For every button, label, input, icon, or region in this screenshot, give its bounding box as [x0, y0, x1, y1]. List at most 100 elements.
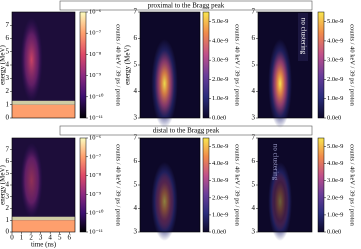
y-tick-label: 3	[252, 114, 256, 122]
colorbar-tick-label: 5.0e-9	[327, 18, 343, 25]
y-axis-label: energy (MeV)	[0, 164, 7, 204]
y-tick-label: 2	[6, 204, 10, 212]
colorbar-tick-label: 4.0e-9	[327, 160, 343, 167]
row-title: proximal to the Bragg peak	[148, 2, 225, 10]
x-tick-label: 6	[68, 234, 72, 242]
y-axis-label: energy (MeV)	[0, 44, 7, 84]
y-tick-label: 4	[134, 204, 138, 212]
colorbar-label: counts / 40 keV / 39 ps / proton	[115, 24, 122, 107]
y-tick-label: 1	[6, 216, 10, 224]
colorbar	[317, 11, 325, 119]
y-tick-label: 7	[252, 8, 256, 16]
heatmap-image	[268, 39, 292, 129]
y-tick-label: 3	[252, 228, 256, 236]
y-tick-label: 4	[252, 204, 256, 212]
y-tick-label: 6	[6, 157, 10, 165]
colorbar-tick-label: 1.0e-9	[212, 95, 228, 102]
colorbar-label: counts / 40 keV / 39 ps / proton	[349, 144, 356, 227]
heatmap-image	[12, 216, 75, 221]
y-tick-label: 7	[6, 145, 10, 153]
y-tick-label: 2	[6, 87, 10, 95]
colorbar-tick-label: 5.0e-9	[212, 18, 228, 25]
colorbar	[317, 137, 325, 233]
colorbar-tick-label: 10⁻⁹	[89, 191, 102, 198]
heatmap-image	[268, 161, 292, 241]
y-tick-label: 5	[6, 169, 10, 177]
colorbar-tick-label: 4.0e-9	[327, 37, 343, 44]
colorbar	[79, 137, 87, 233]
y-tick-label: 5	[134, 61, 138, 69]
colorbar-tick-label: 2.0e-9	[327, 76, 343, 83]
colorbar	[79, 11, 87, 119]
colorbar-tick-label: 4.0e-9	[212, 160, 228, 167]
heatmap-image	[151, 39, 178, 129]
colorbar-tick-label: 2.0e-9	[212, 76, 228, 83]
y-tick-label: 4	[252, 87, 256, 95]
x-tick-label: 5	[58, 234, 62, 242]
annotation: no clustering	[271, 144, 279, 181]
colorbar-tick-label: 10⁻⁹	[89, 72, 102, 79]
colorbar-tick-label: 4.0e-9	[212, 37, 228, 44]
y-tick-label: 7	[6, 21, 10, 29]
colorbar-tick-label: 10⁻¹⁰	[89, 92, 104, 100]
colorbar-tick-label: 3.0e-9	[212, 177, 228, 184]
colorbar-tick-label: 2.0e-9	[212, 194, 228, 201]
colorbar-label: counts / 40 keV / 39 ps / proton	[115, 144, 122, 227]
y-tick-label: 0	[6, 228, 10, 236]
colorbar	[202, 137, 210, 233]
y-tick-label: 3	[134, 114, 138, 122]
colorbar-label: counts / 40 keV / 39 ps / proton	[234, 24, 241, 107]
colorbar-tick-label: 10⁻¹¹	[89, 114, 103, 121]
colorbar-label: counts / 40 keV / 39 ps / proton	[234, 144, 241, 227]
y-tick-label: 1	[6, 100, 10, 108]
y-tick-label: 7	[252, 134, 256, 142]
row-title-box	[59, 125, 313, 136]
y-tick-label: 6	[252, 157, 256, 165]
heatmap-image	[20, 142, 43, 218]
x-tick-label: 0	[10, 234, 14, 242]
colorbar-tick-label: 10⁻⁸	[89, 172, 102, 179]
colorbar-tick-label: 10⁻¹⁰	[89, 209, 104, 217]
x-axis-label: time (ns)	[31, 241, 57, 249]
colorbar-tick-label: 5.0e-9	[327, 143, 343, 150]
annotation: no clustering	[299, 18, 307, 55]
y-tick-label: 5	[252, 61, 256, 69]
colorbar-tick-label: 0.0e0	[212, 228, 226, 235]
colorbar-tick-label: 1.0e-9	[327, 95, 343, 102]
y-axis-label: energy (MeV)	[124, 44, 132, 84]
row-title: distal to the Bragg peak	[153, 127, 220, 135]
colorbar-tick-label: 10⁻⁷	[89, 30, 101, 37]
colorbar-tick-label: 10⁻⁶	[89, 134, 101, 141]
annotation-box	[298, 13, 308, 61]
colorbar-tick-label: 0.0e0	[327, 228, 341, 235]
heatmap-image	[12, 220, 75, 232]
y-tick-label: 4	[134, 87, 138, 95]
y-tick-label: 6	[134, 34, 138, 42]
colorbar-tick-label: 0.0e0	[212, 114, 226, 121]
x-tick-label: 3	[39, 234, 43, 242]
colorbar-tick-label: 10⁻⁸	[89, 51, 102, 58]
y-tick-label: 4	[6, 61, 10, 69]
y-tick-label: 6	[6, 34, 10, 42]
y-tick-label: 5	[252, 181, 256, 189]
heatmap-image	[20, 17, 43, 103]
colorbar-tick-label: 10⁻¹¹	[89, 228, 103, 235]
colorbar	[202, 11, 210, 119]
colorbar-tick-label: 1.0e-9	[327, 211, 343, 218]
x-tick-label: 4	[48, 234, 52, 242]
heatmap-image	[12, 104, 75, 118]
y-tick-label: 3	[134, 228, 138, 236]
colorbar-tick-label: 2.0e-9	[327, 194, 343, 201]
y-tick-label: 7	[134, 134, 138, 142]
y-tick-label: 5	[134, 181, 138, 189]
y-tick-label: 3	[6, 192, 10, 200]
y-tick-label: 3	[6, 74, 10, 82]
y-tick-label: 7	[134, 8, 138, 16]
x-tick-label: 1	[20, 234, 24, 242]
colorbar-tick-label: 10⁻⁷	[89, 153, 101, 160]
y-tick-label: 6	[252, 34, 256, 42]
colorbar-tick-label: 3.0e-9	[327, 177, 343, 184]
colorbar-label: counts / 40 keV / 39 ps / proton	[349, 24, 356, 107]
y-tick-label: 0	[6, 114, 10, 122]
